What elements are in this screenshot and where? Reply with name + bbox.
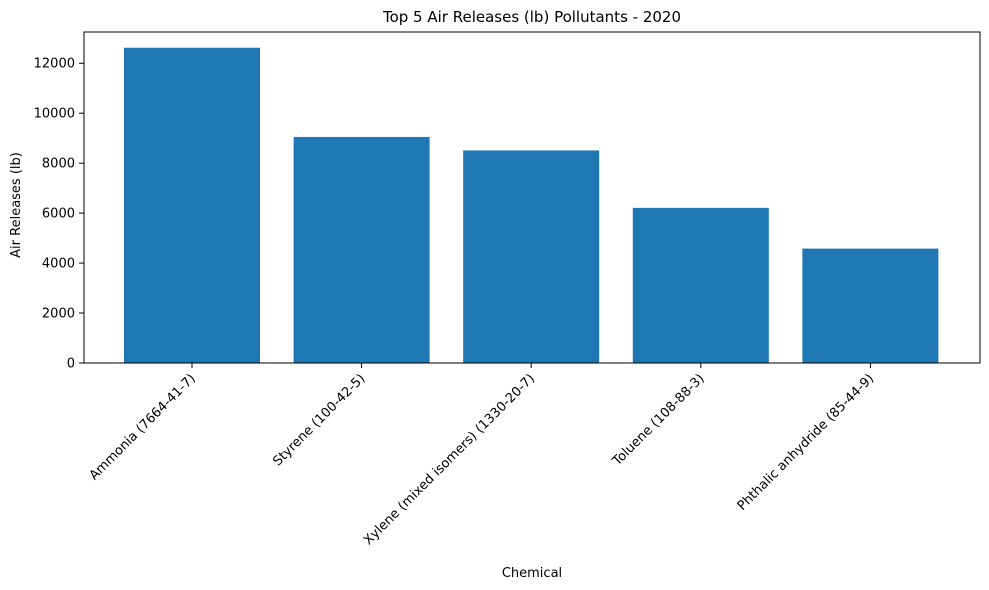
y-tick-label: 4000 — [42, 257, 75, 272]
y-axis: 0 2000 4000 6000 8000 10000 12000 — [34, 57, 84, 372]
y-tick-label: 0 — [67, 357, 75, 372]
bar-2 — [463, 150, 600, 363]
bar-1 — [293, 136, 430, 363]
bar-3 — [632, 207, 769, 363]
x-axis-label: Chemical — [502, 566, 562, 581]
y-tick-label: 12000 — [34, 57, 75, 72]
plot-area — [83, 31, 981, 364]
y-tick-label: 10000 — [34, 107, 75, 122]
y-tick-label: 6000 — [42, 207, 75, 222]
y-tick-label: 8000 — [42, 157, 75, 172]
bar-0 — [124, 47, 260, 364]
y-tick-label: 2000 — [42, 307, 75, 322]
x-tick-label: Ammonia (7664-41-7) — [87, 371, 199, 483]
x-tick-label: Phthalic anhydride (85-44-9) — [735, 371, 877, 513]
x-axis: Ammonia (7664-41-7) Styrene (100-42-5)Xyl… — [87, 363, 877, 548]
y-axis-label: Air Releases (lb) — [9, 152, 24, 258]
x-tick-label: Styrene (100-42-5) — [270, 371, 368, 469]
chart-title: Top 5 Air Releases (lb) Pollutants - 202… — [382, 8, 681, 26]
axes-frame — [83, 31, 981, 364]
bar-4 — [802, 248, 939, 363]
x-tick-label: Toluene (108-88-3) — [609, 371, 707, 469]
x-tick-label: Xylene (mixed isomers) (1330-20-7) — [361, 371, 538, 548]
